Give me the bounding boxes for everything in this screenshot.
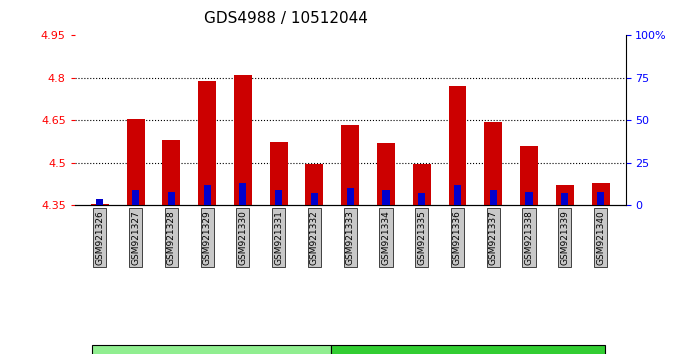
Bar [418, 193, 425, 205]
Bar [91, 204, 109, 205]
Bar [592, 183, 609, 205]
Bar [454, 185, 461, 205]
Bar [449, 86, 466, 205]
Bar [270, 142, 288, 205]
Bar [239, 183, 246, 205]
Bar [168, 192, 175, 205]
FancyBboxPatch shape [331, 345, 605, 354]
Bar [526, 192, 532, 205]
FancyBboxPatch shape [92, 345, 331, 354]
Bar [305, 164, 324, 205]
Bar [234, 75, 252, 205]
Bar [597, 192, 604, 205]
Bar [311, 193, 318, 205]
Text: GDS4988 / 10512044: GDS4988 / 10512044 [204, 11, 367, 25]
Bar [275, 190, 282, 205]
Bar [347, 188, 354, 205]
Bar [484, 122, 503, 205]
Bar [163, 140, 180, 205]
Bar [126, 119, 145, 205]
Bar [561, 193, 568, 205]
Bar [377, 143, 395, 205]
Bar [382, 190, 390, 205]
Bar [341, 125, 359, 205]
Bar [556, 185, 574, 205]
Bar [203, 185, 211, 205]
Bar [490, 190, 497, 205]
Bar [413, 164, 430, 205]
Bar [520, 146, 538, 205]
Bar [97, 199, 103, 205]
Bar [132, 190, 139, 205]
Bar [198, 81, 216, 205]
